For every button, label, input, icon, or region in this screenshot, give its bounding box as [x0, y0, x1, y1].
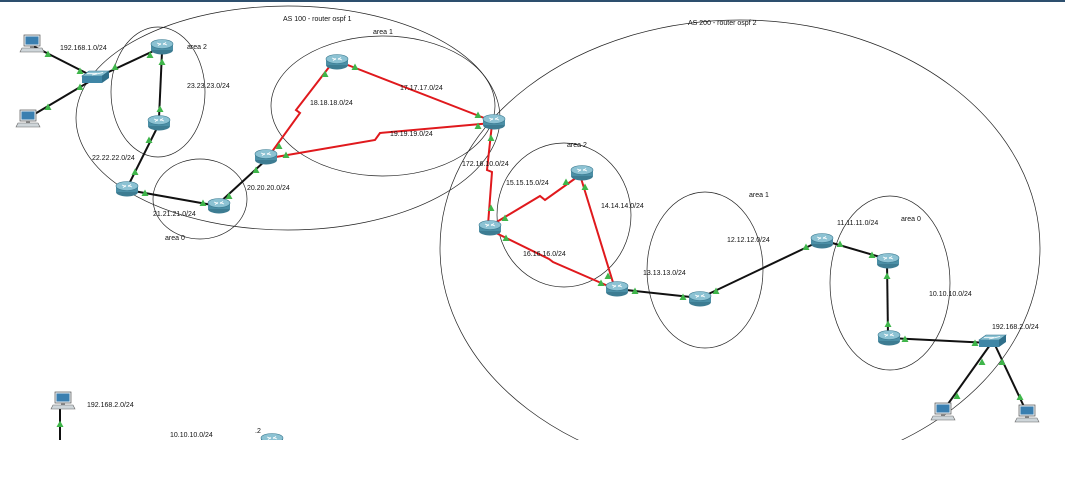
router-as100-abr-area1[interactable] — [254, 149, 278, 165]
net-16-16-16: 16.16.16.0/24 — [523, 251, 566, 258]
pc-192-168-2-left[interactable] — [930, 402, 956, 421]
router-asbr[interactable] — [482, 114, 506, 130]
router-as100-area2-top[interactable] — [150, 39, 174, 55]
pc-192-168-1-top[interactable] — [19, 34, 45, 53]
interface-dot2-label: .2 — [255, 428, 261, 435]
switch-192-168-1[interactable] — [81, 70, 110, 84]
as100-area0-boundary — [152, 158, 248, 240]
pc-192-168-2-lower-left[interactable] — [50, 391, 76, 410]
net-23-23-23: 23.23.23.0/24 — [187, 83, 230, 90]
router-as200-abr-area0[interactable] — [810, 233, 834, 249]
switch-192-168-2[interactable] — [978, 334, 1007, 348]
router-as100-abr-left[interactable] — [115, 181, 139, 197]
as100-area1-boundary — [270, 35, 496, 177]
as100-boundary — [75, 5, 501, 231]
as200-area1-boundary — [646, 191, 764, 349]
link-indicators — [44, 50, 1024, 427]
as100-area2-label: area 2 — [187, 44, 207, 51]
as100-label: AS 100 - router ospf 1 — [283, 16, 352, 23]
as200-area2-label: area 2 — [567, 142, 587, 149]
blank-bottom-area — [0, 440, 1065, 483]
as100-area0-label: area 0 — [165, 235, 185, 242]
net-10-10-10-lower: 10.10.10.0/24 — [170, 432, 213, 439]
net-15-15-15: 15.15.15.0/24 — [506, 180, 549, 187]
net-19-19-19: 19.19.19.0/24 — [390, 131, 433, 138]
net-17-17-17: 17.17.17.0/24 — [400, 85, 443, 92]
net-21-21-21: 21.21.21.0/24 — [153, 211, 196, 218]
net-12-12-12: 12.12.12.0/24 — [727, 237, 770, 244]
ethernet-links — [32, 45, 1028, 440]
router-as100-area2-bottom[interactable] — [147, 115, 171, 131]
net-20-20-20: 20.20.20.0/24 — [247, 185, 290, 192]
net-11-11-11: 11.11.11.0/24 — [837, 220, 878, 227]
net-172-16-10: 172.16.10.0/24 — [462, 161, 509, 168]
net-22-22-22: 22.22.22.0/24 — [92, 155, 135, 162]
router-as200-area0-top[interactable] — [876, 253, 900, 269]
router-as100-area0[interactable] — [207, 198, 231, 214]
net-18-18-18: 18.18.18.0/24 — [310, 100, 353, 107]
router-as200-area2-left[interactable] — [478, 220, 502, 236]
net-14-14-14: 14.14.14.0/24 — [601, 203, 644, 210]
router-as200-area2-top[interactable] — [570, 165, 594, 181]
as100-area2-boundary — [110, 26, 206, 158]
as200-area0-boundary — [829, 195, 951, 371]
window-top-border — [0, 0, 1065, 2]
router-as200-area0-bottom[interactable] — [877, 330, 901, 346]
net-10-10-10: 10.10.10.0/24 — [929, 291, 972, 298]
as200-area0-label: area 0 — [901, 216, 921, 223]
router-as200-area1[interactable] — [688, 291, 712, 307]
net-192-168-2: 192.168.2.0/24 — [992, 324, 1039, 331]
as-boundaries — [75, 5, 1041, 477]
as200-area2-boundary — [496, 142, 632, 288]
as200-label: AS 200 - router ospf 2 — [688, 20, 757, 27]
net-13-13-13: 13.13.13.0/24 — [643, 270, 686, 277]
serial-links — [265, 61, 616, 290]
net-192-168-2-lower: 192.168.2.0/24 — [87, 402, 134, 409]
as200-area1-label: area 1 — [749, 192, 769, 199]
router-as100-area1-top[interactable] — [325, 54, 349, 70]
router-as200-abr-area2[interactable] — [605, 281, 629, 297]
net-192-168-1: 192.168.1.0/24 — [60, 45, 107, 52]
pc-192-168-2-right[interactable] — [1014, 404, 1040, 423]
as100-area1-label: area 1 — [373, 29, 393, 36]
